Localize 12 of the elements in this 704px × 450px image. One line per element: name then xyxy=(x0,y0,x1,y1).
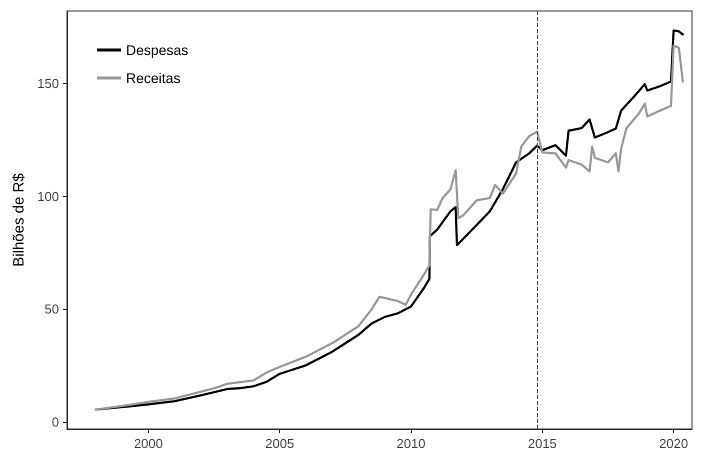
y-tick-label: 150 xyxy=(37,76,59,91)
x-tick-label: 2020 xyxy=(659,436,688,450)
legend-label: Despesas xyxy=(126,42,188,58)
x-tick-label: 2005 xyxy=(265,436,294,450)
x-tick-label: 2000 xyxy=(134,436,163,450)
x-tick-label: 2010 xyxy=(396,436,426,450)
y-axis-title: Bilhões de R$ xyxy=(10,172,28,267)
y-tick-label: 100 xyxy=(37,188,59,204)
x-tick-label: 2015 xyxy=(528,436,557,450)
y-tick-label: 50 xyxy=(44,302,59,317)
legend-label: Receitas xyxy=(126,70,180,86)
y-tick-label: 0 xyxy=(52,414,59,430)
